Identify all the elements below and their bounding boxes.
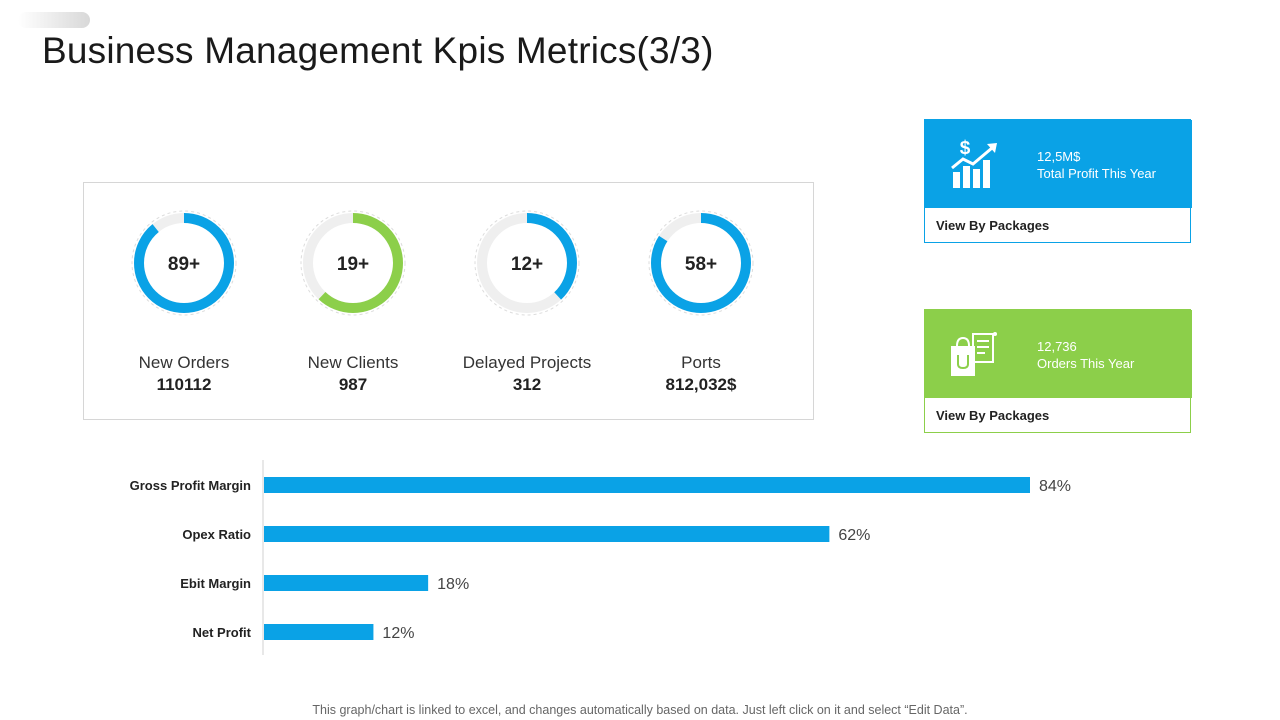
view-by-packages-link[interactable]: View By Packages xyxy=(936,408,1050,423)
kpi-new-clients: 19+ New Clients 987 xyxy=(266,183,440,421)
kpi-value: 812,032$ xyxy=(665,375,737,394)
decorative-top-bar xyxy=(18,12,90,28)
svg-text:$: $ xyxy=(960,138,971,159)
donut-center-value: 58+ xyxy=(685,254,717,275)
orders-card: 12,736 Orders This Year View By Packages xyxy=(924,309,1192,433)
card-stat: 12,736 Orders This Year xyxy=(1037,338,1134,372)
view-by-packages-link[interactable]: View By Packages xyxy=(936,218,1050,233)
kpi-bar-chart: Gross Profit Margin 84% Opex Ratio 62% Ebit … xyxy=(130,460,1071,655)
bar xyxy=(264,624,374,640)
data-label: 62% xyxy=(838,527,870,544)
category-label: Gross Profit Margin xyxy=(130,478,251,493)
donut-arc xyxy=(651,213,751,313)
kpi-value: 110112 xyxy=(156,375,212,394)
profit-growth-icon: $ xyxy=(951,138,997,188)
kpi-label: Delayed Projects xyxy=(462,353,592,372)
donut-new-orders: 89+ xyxy=(131,210,237,316)
donut-arc xyxy=(303,213,403,313)
footnote: This graph/chart is linked to excel, and… xyxy=(312,703,968,717)
card-header: $ 12,5M$ Total Profit This Year xyxy=(925,120,1192,208)
kpi-label: Ports xyxy=(681,353,721,372)
bar xyxy=(264,477,1030,493)
donut-center-value: 12+ xyxy=(511,254,543,275)
shopping-bag-icon xyxy=(951,332,997,376)
data-label: 84% xyxy=(1039,478,1071,495)
bar xyxy=(264,526,830,542)
kpi-label: New Orders xyxy=(138,353,230,372)
card-caption: Orders This Year xyxy=(1037,356,1135,371)
donut-delayed-projects: 12+ xyxy=(474,210,580,316)
donut-arc xyxy=(477,213,577,313)
card-caption: Total Profit This Year xyxy=(1037,166,1156,181)
total-profit-card: $ 12,5M$ Total Profit This Year View By … xyxy=(924,119,1192,243)
kpi-label: New Clients xyxy=(307,353,399,372)
card-stat: 12,5M$ Total Profit This Year xyxy=(1037,148,1156,182)
kpi-value: 987 xyxy=(338,375,368,394)
data-label: 12% xyxy=(382,625,414,642)
donut-ports: 58+ xyxy=(648,210,754,316)
card-amount: 12,736 xyxy=(1037,339,1077,354)
kpi-panel: 89+ New Orders 110112 19+ New Clients 98… xyxy=(83,182,814,420)
donut-new-clients: 19+ xyxy=(300,210,406,316)
bar xyxy=(264,575,429,591)
kpi-value: 312 xyxy=(512,375,542,394)
donut-center-value: 89+ xyxy=(168,254,200,275)
donut-center-value: 19+ xyxy=(337,254,369,275)
data-label: 18% xyxy=(437,576,469,593)
kpi-delayed-projects: 12+ Delayed Projects 312 xyxy=(440,183,614,421)
page-title: Business Management Kpis Metrics(3/3) xyxy=(42,30,714,71)
kpi-ports: 58+ Ports 812,032$ xyxy=(614,183,788,421)
donut-arc xyxy=(134,213,234,313)
kpi-new-orders: 89+ New Orders 110112 xyxy=(97,183,271,421)
category-label: Opex Ratio xyxy=(182,527,251,542)
card-header: 12,736 Orders This Year xyxy=(925,310,1192,398)
category-label: Net Profit xyxy=(193,625,252,640)
category-label: Ebit Margin xyxy=(180,576,251,591)
card-amount: 12,5M$ xyxy=(1037,149,1081,164)
